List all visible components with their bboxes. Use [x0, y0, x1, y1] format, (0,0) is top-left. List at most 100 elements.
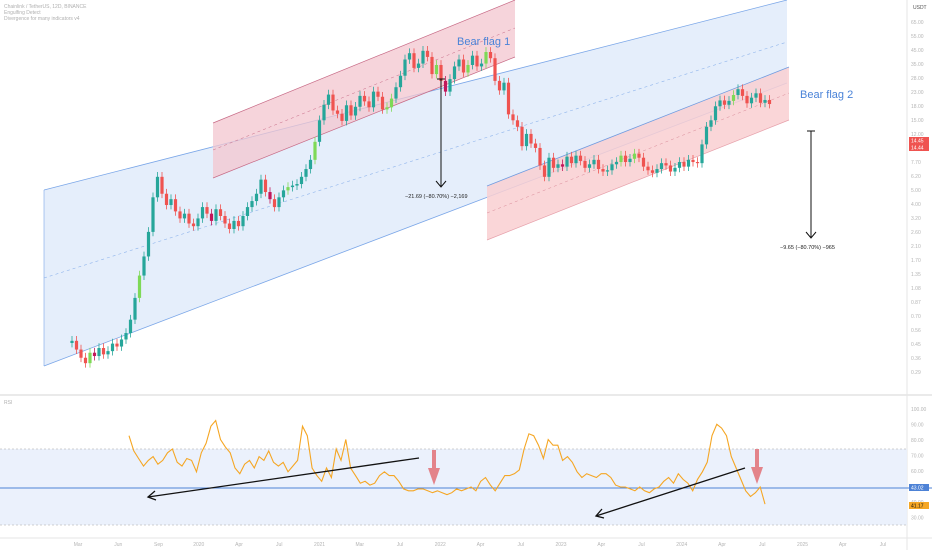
candle — [115, 338, 119, 351]
candle — [304, 164, 308, 182]
candle — [290, 180, 295, 192]
candle — [646, 161, 650, 175]
rsi-badge-1-bg — [909, 484, 929, 491]
rsi-down-arrow-1 — [428, 450, 440, 485]
bear-flag-1-label: Bear flag 1 — [457, 36, 510, 48]
bear-flag-1-lower — [212, 56, 516, 179]
candle — [614, 157, 619, 169]
candle — [673, 163, 677, 176]
candle — [101, 343, 106, 359]
candle — [718, 95, 722, 111]
candle — [88, 347, 92, 368]
candle — [92, 347, 97, 361]
time-tick-label: 2023 — [555, 542, 566, 548]
candle — [191, 218, 196, 231]
candle — [322, 99, 326, 125]
bear-flag-2-upper — [486, 66, 790, 187]
candle — [245, 202, 250, 221]
candle — [281, 185, 286, 202]
candle — [119, 334, 124, 351]
price-tick-label: 1.35 — [911, 272, 921, 278]
candle — [421, 46, 425, 68]
price-tick-label: 3.20 — [911, 216, 921, 222]
candle — [601, 164, 605, 176]
price-tick-label: 5.00 — [911, 188, 921, 194]
time-tick-label: 2020 — [193, 542, 204, 548]
candle — [727, 96, 731, 110]
price-badge-1: 14.45 — [911, 139, 924, 145]
candle — [358, 91, 362, 112]
candle — [70, 336, 74, 348]
candle — [416, 58, 421, 73]
candle — [277, 192, 281, 212]
candle — [722, 95, 727, 110]
candle — [367, 96, 371, 112]
candle — [173, 194, 178, 216]
candle — [488, 47, 493, 63]
candle — [470, 50, 475, 70]
price-tick-label: 0.29 — [911, 370, 921, 376]
candle — [430, 52, 434, 79]
candle — [128, 314, 133, 338]
price-tick-label: 12.00 — [911, 132, 924, 138]
time-tick-label: Sep — [154, 542, 163, 548]
bear-flag-2-mid — [486, 92, 790, 214]
price-tick-label: 0.36 — [911, 356, 921, 362]
candle — [151, 192, 155, 237]
candle — [560, 159, 565, 172]
candle — [79, 344, 83, 363]
candle — [209, 208, 214, 226]
rsi-label: RSI — [4, 400, 12, 406]
candle — [520, 121, 524, 151]
candle — [650, 165, 655, 178]
candle — [349, 100, 353, 120]
candle — [178, 206, 182, 223]
candle — [529, 129, 533, 148]
price-tick-label: 28.00 — [911, 76, 924, 82]
time-tick-label: Jul — [759, 542, 765, 548]
candle — [533, 138, 538, 153]
candle — [232, 216, 236, 234]
price-tick-label: 6.20 — [911, 174, 921, 180]
candle — [497, 76, 502, 95]
measure-arrow-1-head — [435, 180, 447, 188]
candle — [596, 155, 601, 174]
candle — [124, 328, 128, 344]
candle — [155, 172, 160, 202]
candle — [272, 194, 277, 212]
candle — [745, 91, 749, 108]
header-line-2: Engulfing Detect — [4, 10, 41, 16]
candle — [371, 86, 376, 112]
header-line-3: Divergence for many indicators v4 — [4, 16, 80, 22]
channel-big-mid — [43, 41, 788, 279]
candle — [659, 158, 664, 174]
candle — [668, 160, 673, 176]
candle — [236, 216, 241, 231]
price-axis: 65.00 55.00 45.00 35.00 28.00 23.00 18.00 15.00… — [911, 20, 924, 376]
candle — [286, 182, 290, 195]
candle — [187, 208, 191, 228]
candle — [268, 187, 272, 204]
candle — [754, 88, 758, 103]
price-tick-label: 55.00 — [911, 34, 924, 40]
bear-flag-1-mid — [212, 27, 516, 151]
rsi-down-arrow-2 — [751, 449, 763, 484]
currency-label: USDT — [913, 5, 927, 11]
rsi-line — [128, 419, 766, 505]
candle — [709, 115, 713, 132]
bear-flag-1-upper — [212, 0, 516, 124]
candle — [583, 156, 587, 173]
candle — [110, 338, 115, 356]
candle — [376, 86, 380, 102]
candle — [466, 60, 470, 77]
candle — [479, 58, 484, 71]
price-tick-label: 0.45 — [911, 342, 921, 348]
candle — [452, 61, 457, 84]
rsi-trendline-1-head — [146, 490, 157, 501]
candle — [326, 89, 331, 110]
candle — [340, 108, 344, 126]
time-tick-label: Jun — [114, 542, 122, 548]
candle — [412, 48, 416, 73]
candle — [106, 346, 110, 359]
time-tick-label: Apr — [235, 542, 243, 548]
